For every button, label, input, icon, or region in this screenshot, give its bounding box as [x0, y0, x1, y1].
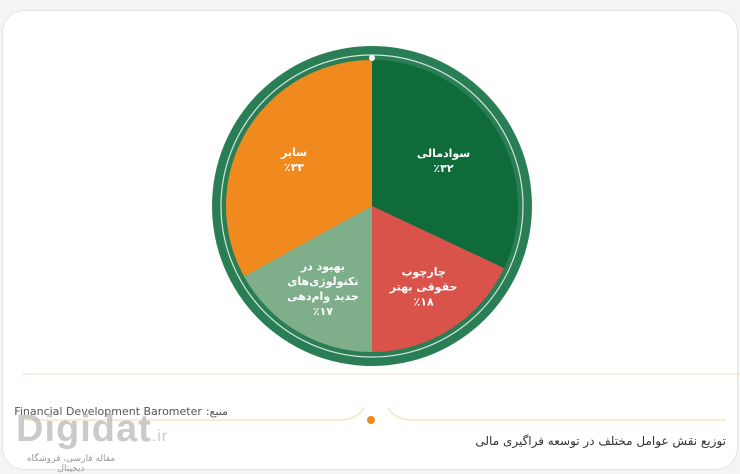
logo-word: Digidat	[16, 408, 152, 450]
pie-slice-3	[225, 60, 372, 277]
chart-source: منبع:Financial Development Barometer	[10, 405, 228, 418]
digidat-logo: Digidat.ir مقاله فارسی، فروشگاه دیجیتال	[16, 410, 168, 474]
pie-slice-2	[244, 206, 372, 352]
slice-name-1: چارچوب حقوقی بهتر	[389, 265, 458, 294]
slice-value-2: ٪۱۷	[312, 304, 334, 318]
slice-label-2: بهبود در تکنولوژی‌های جدید وام‌دهی ٪۱۷	[278, 259, 368, 319]
source-text: Financial Development Barometer	[14, 405, 202, 418]
pie-slice-0	[372, 60, 518, 269]
bottom-right-divider-line	[387, 407, 726, 421]
logo-tld: .ir	[151, 428, 169, 445]
source-prefix: منبع:	[205, 405, 228, 418]
slice-label-1: چارچوب حقوقی بهتر ٪۱۸	[384, 265, 464, 310]
slice-label-3: سایر ٪۳۳	[281, 145, 307, 175]
slice-name-2: بهبود در تکنولوژی‌های جدید وام‌دهی	[287, 259, 359, 303]
slice-name-0: سوادمالی	[416, 146, 471, 160]
slice-name-3: سایر	[281, 145, 308, 159]
slice-value-0: ٪۳۲	[433, 161, 454, 175]
logo-tagline: مقاله فارسی، فروشگاه دیجیتال	[26, 454, 116, 474]
pie-top-dot	[369, 55, 375, 61]
bottom-left-divider-line	[22, 407, 365, 421]
slice-value-3: ٪۳۳	[283, 160, 305, 174]
accent-dot	[367, 416, 375, 424]
pie-slice-1	[372, 206, 505, 352]
slice-label-0: سوادمالی ٪۳۲	[417, 146, 470, 176]
chart-caption: توزیع نقش عوامل مختلف در توسعه فراگیری م…	[475, 434, 726, 448]
slice-value-1: ٪۱۸	[413, 295, 434, 309]
